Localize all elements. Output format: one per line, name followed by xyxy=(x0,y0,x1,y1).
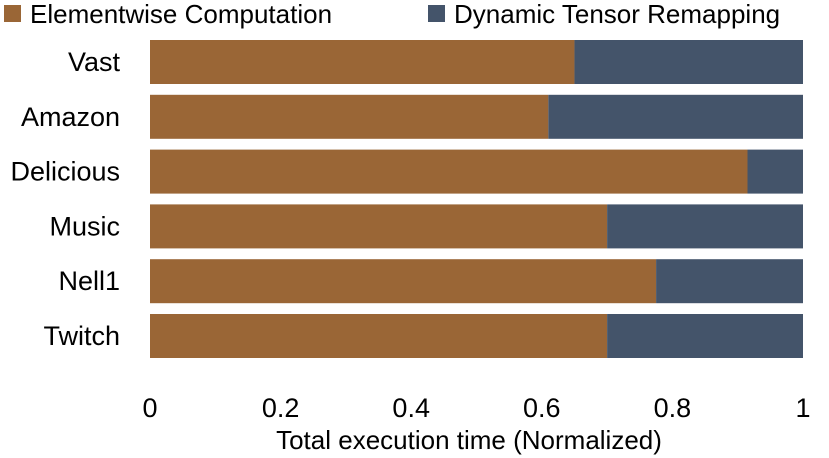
x-tick-label-0-2: 0.2 xyxy=(262,393,300,423)
category-label-music: Music xyxy=(49,211,120,241)
bar-vast-elementwise-computation xyxy=(150,40,575,84)
legend-item-dynamic-tensor-remapping: Dynamic Tensor Remapping xyxy=(428,0,780,29)
x-tick-label-1: 1 xyxy=(795,393,810,423)
bar-music-dynamic-tensor-remapping xyxy=(607,204,803,249)
x-tick-label-0-4: 0.4 xyxy=(392,393,430,423)
legend-label-elementwise-computation: Elementwise Computation xyxy=(30,0,332,29)
x-tick-label-0-8: 0.8 xyxy=(654,393,692,423)
bar-vast-dynamic-tensor-remapping xyxy=(574,40,803,84)
bar-amazon-elementwise-computation xyxy=(150,94,549,139)
x-tick-label-0: 0 xyxy=(142,393,157,423)
category-label-vast: Vast xyxy=(68,47,121,77)
bar-delicious-elementwise-computation xyxy=(150,149,748,194)
category-label-amazon: Amazon xyxy=(21,102,120,132)
bar-music-elementwise-computation xyxy=(150,204,608,249)
x-tick-label-0-6: 0.6 xyxy=(523,393,561,423)
legend: Elementwise Computation Dynamic Tensor Re… xyxy=(4,0,780,29)
legend-swatch-elementwise-computation xyxy=(4,5,21,22)
bar-twitch-dynamic-tensor-remapping xyxy=(607,314,803,358)
bar-twitch-elementwise-computation xyxy=(150,314,608,358)
category-label-twitch: Twitch xyxy=(43,321,120,351)
category-labels: Vast Amazon Delicious Music Nell1 Twitch xyxy=(10,47,120,351)
bar-nell1-elementwise-computation xyxy=(150,259,657,304)
x-tick-labels: 0 0.2 0.4 0.6 0.8 1 xyxy=(142,393,810,423)
x-axis-label: Total execution time (Normalized) xyxy=(276,425,662,455)
legend-label-dynamic-tensor-remapping: Dynamic Tensor Remapping xyxy=(454,0,780,29)
bar-nell1-dynamic-tensor-remapping xyxy=(656,259,803,304)
category-label-nell1: Nell1 xyxy=(58,266,120,296)
bar-amazon-dynamic-tensor-remapping xyxy=(548,94,803,139)
bar-delicious-dynamic-tensor-remapping xyxy=(747,149,803,194)
category-label-delicious: Delicious xyxy=(10,157,120,187)
legend-item-elementwise-computation: Elementwise Computation xyxy=(4,0,332,29)
legend-swatch-dynamic-tensor-remapping xyxy=(428,5,445,22)
bars xyxy=(150,40,803,358)
